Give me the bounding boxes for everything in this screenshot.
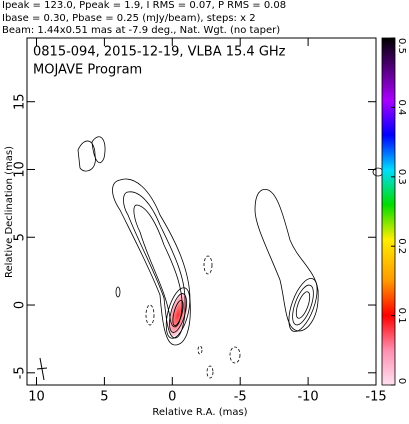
- colorbar-tick-label: 0.2: [396, 238, 407, 254]
- x-tick-label: -5: [234, 390, 247, 405]
- plot-title: 0815-094, 2015-12-19, VLBA 15.4 GHz: [33, 45, 286, 60]
- colorbar: [381, 37, 396, 386]
- beam: [36, 367, 48, 370]
- plot-subtitle: MOJAVE Program: [33, 63, 142, 78]
- x-axis-label: Relative R.A. (mas): [152, 407, 247, 418]
- y-tick-label: 0: [13, 301, 28, 309]
- x-tick-label: -10: [297, 390, 318, 405]
- y-axis-label: Relative Declination (mas): [4, 146, 15, 278]
- colorbar-tick-label: 0.5: [396, 38, 407, 54]
- x-tick-label: -15: [365, 390, 386, 405]
- colorbar-tick-label: 0.1: [396, 308, 407, 324]
- x-tick-label: 0: [168, 390, 176, 405]
- plot-frame: [26, 37, 377, 386]
- contours: [36, 136, 384, 381]
- y-tick-label: 15: [13, 93, 28, 110]
- y-tick-label: 5: [13, 233, 28, 241]
- y-tick-label: -5: [13, 366, 28, 379]
- colorbar-tick-label: 0.4: [396, 99, 407, 115]
- x-tick-label: 10: [28, 390, 45, 405]
- header-line: Beam: 1.44x0.51 mas at -7.9 deg., Nat. W…: [2, 25, 280, 36]
- colorbar-tick-label: 0: [396, 378, 407, 384]
- header-line: Ibase = 0.30, Pbase = 0.25 (mJy/beam), s…: [2, 13, 256, 24]
- header-line: Ipeak = 123.0, Ppeak = 1.9, I RMS = 0.07…: [2, 0, 286, 11]
- y-tick-label: 10: [13, 161, 28, 178]
- x-tick-label: 5: [100, 390, 108, 405]
- colorbar-tick-label: 0.3: [396, 169, 407, 185]
